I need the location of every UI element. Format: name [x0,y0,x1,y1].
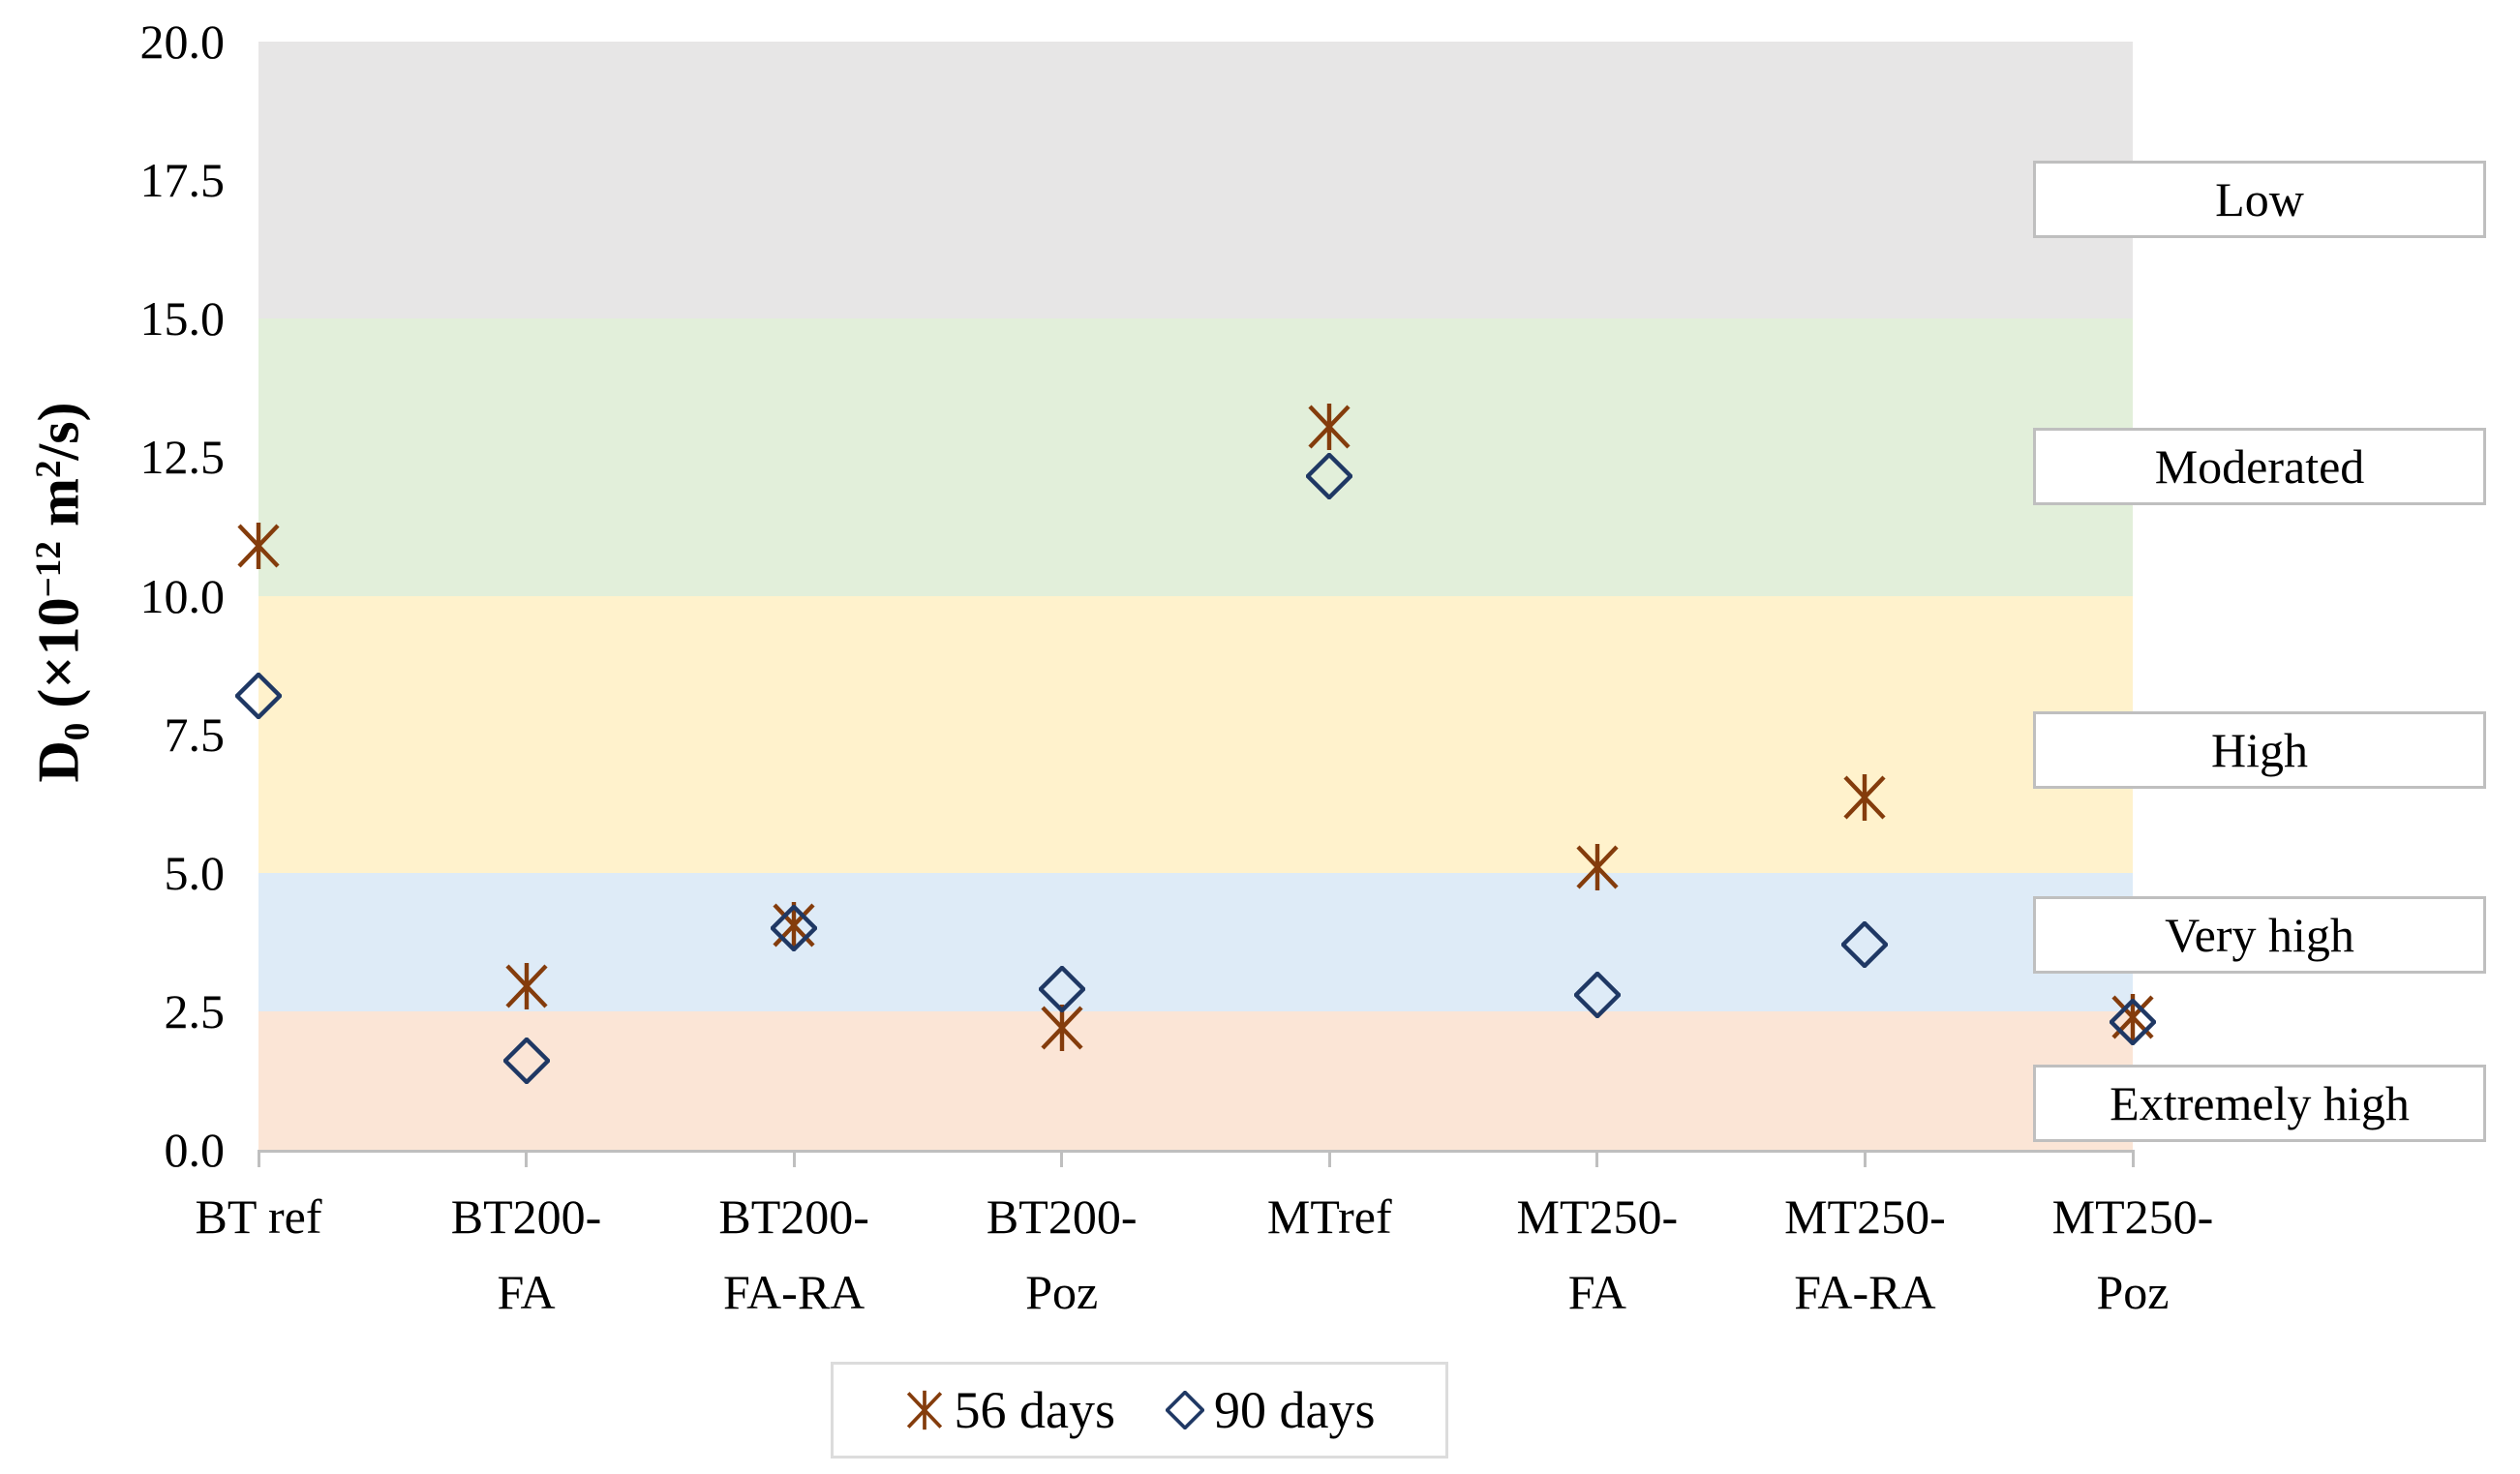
x-tick-mtref [1327,1150,1331,1167]
legend-entry-56-days: 56 days [904,1380,1115,1440]
legend-label-90-days: 90 days [1214,1381,1376,1439]
x-label-line: MTref [1266,1189,1392,1244]
marker-56-days-bt200-poz [1038,1004,1086,1052]
classification-box-label: Very high [2165,907,2354,962]
x-label-mt250-fa: MT250- FA [1517,1179,1679,1330]
classification-box-label: Moderated [2154,439,2365,495]
marker-56-days-mt250-fa [1573,843,1622,891]
x-label-line: BT200- [986,1189,1138,1244]
y-tick-label-20.0: 20.0 [139,15,226,69]
band-high [258,595,2133,873]
marker-90-days-bt200-fa-ra [769,903,819,953]
x-label-mt250-poz: MT250- Poz [2052,1179,2214,1330]
x-label-line: FA [497,1265,556,1319]
classification-box-high: High [2033,711,2486,790]
band-moderated [258,318,2133,596]
legend: 56 days 90 days [831,1362,1448,1459]
x-label-line: Poz [2096,1265,2170,1319]
x-label-bt-ref: BT ref [196,1179,322,1254]
marker-90-days-mtref [1305,452,1354,501]
x-tick-bt200-poz [1060,1150,1064,1167]
x-label-bt200-poz: BT200- Poz [987,1179,1138,1330]
x-tick-bt200-fa-ra [792,1150,796,1167]
legend-entry-90-days: 90 days [1164,1380,1376,1440]
marker-56-days-mtref [1305,403,1353,451]
classification-box-extremely-high: Extremely high [2033,1064,2486,1142]
diamond-marker-icon [1164,1389,1206,1431]
marker-90-days-mt250-fa-ra [1840,919,1890,970]
y-tick-label-17.5: 17.5 [139,153,226,208]
marker-90-days-bt200-poz [1037,964,1086,1014]
x-label-line: MT250- [2051,1189,2214,1244]
classification-box-label: High [2211,723,2308,778]
band-low [258,42,2133,319]
asterisk-marker-icon [904,1390,945,1430]
classification-box-very-high: Very high [2033,895,2486,974]
x-label-line: BT200- [718,1189,869,1244]
x-label-line: BT200- [450,1189,602,1244]
marker-90-days-bt-ref [233,671,284,720]
x-label-line: Poz [1025,1265,1099,1319]
x-tick-mt250-fa-ra [1863,1150,1867,1167]
y-tick-label-5.0: 5.0 [164,845,226,900]
x-label-line: BT ref [195,1189,322,1244]
y-tick-label-7.5: 7.5 [164,707,226,762]
x-tick-mt250-fa [1595,1150,1599,1167]
y-tick-label-10.0: 10.0 [139,568,226,623]
marker-56-days-bt-ref [234,522,283,570]
marker-90-days-bt200-fa [501,1037,551,1086]
marker-90-days-mt250-fa [1572,970,1623,1019]
y-tick-label-2.5: 2.5 [164,983,226,1038]
x-label-bt200-fa-ra: BT200- FA-RA [718,1179,869,1330]
legend-label-56-days: 56 days [954,1381,1115,1439]
x-label-line: MT250- [1784,1189,1946,1244]
y-tick-label-0.0: 0.0 [164,1123,226,1177]
x-label-line: MT250- [1516,1189,1679,1244]
marker-56-days-bt200-fa [502,962,551,1010]
x-tick-bt-ref [257,1150,260,1167]
classification-box-label: Low [2215,172,2304,227]
x-tick-bt200-fa [525,1150,529,1167]
x-tick-mt250-poz [2131,1150,2135,1167]
classification-box-low: Low [2033,161,2486,239]
y-tick-label-12.5: 12.5 [139,430,226,485]
x-label-line: FA-RA [722,1265,865,1319]
band-very-high [258,872,2133,1011]
x-label-mtref: MTref [1267,1179,1392,1254]
classification-box-label: Extremely high [2110,1075,2410,1130]
x-label-line: FA-RA [1794,1265,1936,1319]
x-label-mt250-fa-ra: MT250- FA-RA [1784,1179,1946,1330]
marker-90-days-mt250-poz [2108,998,2158,1047]
classification-box-moderated: Moderated [2033,428,2486,506]
plot-area [233,42,2158,1167]
band-extremely-high [258,1010,2133,1150]
x-label-bt200-fa: BT200- FA [451,1179,602,1330]
y-tick-label-15.0: 15.0 [139,291,226,346]
x-label-line: FA [1567,1265,1626,1319]
marker-56-days-mt250-fa-ra [1840,773,1889,822]
